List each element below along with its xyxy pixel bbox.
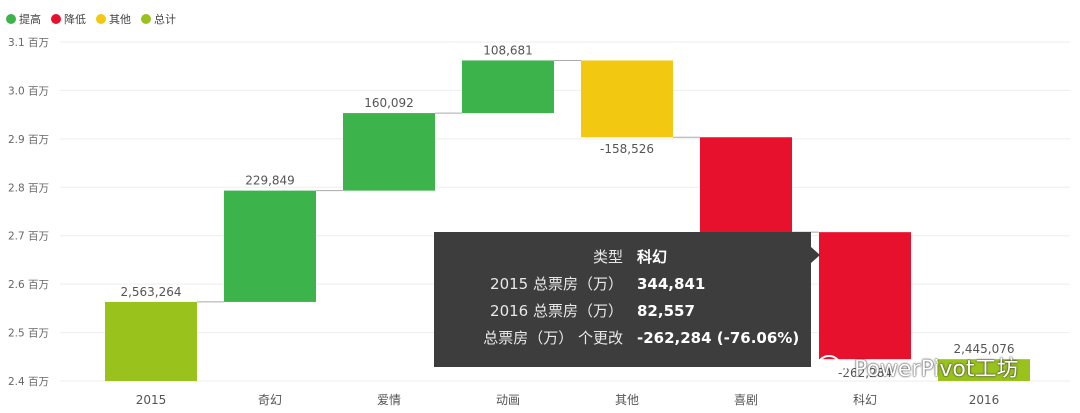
watermark-text: PowerPivot工坊 (854, 357, 1019, 382)
legend-label-total: 总计 (154, 13, 176, 26)
data-label: 108,681 (483, 43, 533, 57)
y-tick-label: 3.0 百万 (8, 85, 49, 97)
bar-other[interactable] (581, 60, 673, 138)
legend-item-total[interactable]: 总计 (141, 11, 176, 27)
y-tick-label: 3.1 百万 (8, 37, 49, 49)
bar-total[interactable] (105, 301, 197, 381)
x-tick-label: 爱情 (377, 393, 401, 407)
y-tick-label: 2.6 百万 (8, 279, 49, 291)
data-label: 2,563,264 (120, 285, 181, 299)
legend-label-other: 其他 (109, 13, 131, 26)
legend-item-decrease[interactable]: 降低 (51, 11, 86, 27)
y-tick-label: 2.8 百万 (8, 182, 49, 194)
x-tick-label: 喜剧 (734, 393, 758, 407)
data-label: 229,849 (245, 174, 295, 188)
y-tick-label: 2.5 百万 (8, 328, 49, 340)
x-tick-label: 动画 (496, 393, 520, 407)
bar-increase[interactable] (343, 113, 435, 191)
tooltip-value: 82,557 (637, 302, 695, 320)
x-tick-label: 其他 (615, 393, 639, 407)
data-label: 160,092 (364, 96, 414, 110)
tooltip-row-type: 类型 科幻 (434, 245, 811, 269)
legend-dot-decrease (51, 14, 61, 24)
tooltip-row-change: 总票房（万） 个更改 -262,284 (-76.06%) (434, 326, 811, 350)
x-tick-label: 科幻 (853, 393, 877, 407)
x-tick-label: 2015 (136, 393, 167, 407)
tooltip-row-2016: 2016 总票房（万） 82,557 (434, 299, 811, 323)
y-tick-label: 2.7 百万 (8, 231, 49, 243)
tooltip-value: 科幻 (637, 248, 668, 266)
legend-item-increase[interactable]: 提高 (6, 11, 41, 27)
x-tick-label: 奇幻 (258, 393, 282, 407)
legend-label-increase: 提高 (19, 13, 41, 26)
data-label: 2,445,076 (953, 342, 1014, 356)
tooltip-value: 344,841 (637, 275, 706, 293)
tooltip-key: 2016 总票房（万） (490, 302, 623, 320)
tooltip-key: 2015 总票房（万） (490, 275, 623, 293)
tooltip: 类型 科幻 2015 总票房（万） 344,841 2016 总票房（万） 82… (434, 232, 811, 367)
legend-label-decrease: 降低 (64, 13, 86, 26)
tooltip-value: -262,284 (-76.06%) (637, 329, 800, 347)
bar-decrease[interactable] (819, 232, 911, 360)
y-tick-label: 2.4 百万 (8, 376, 49, 388)
bar-total[interactable] (938, 359, 1030, 381)
x-tick-label: 2016 (969, 393, 1000, 407)
tooltip-key: 类型 (592, 248, 623, 266)
tooltip-row-2015: 2015 总票房（万） 344,841 (434, 272, 811, 296)
tooltip-pointer (811, 247, 820, 263)
legend-dot-other (96, 14, 106, 24)
wechat-icon (818, 355, 847, 378)
bar-increase[interactable] (224, 190, 316, 302)
bar-decrease[interactable] (700, 137, 792, 233)
watermark: PowerPivot工坊 (818, 350, 1019, 384)
data-label: -158,526 (600, 142, 654, 156)
bar-increase[interactable] (462, 60, 554, 114)
legend-dot-total (141, 14, 151, 24)
legend-dot-increase (6, 14, 16, 24)
data-label: -262,284 (838, 366, 892, 380)
legend-item-other[interactable]: 其他 (96, 11, 131, 27)
y-tick-label: 2.9 百万 (8, 134, 49, 146)
legend: 提高 降低 其他 总计 (6, 11, 186, 27)
tooltip-key: 总票房（万） 个更改 (483, 329, 623, 347)
